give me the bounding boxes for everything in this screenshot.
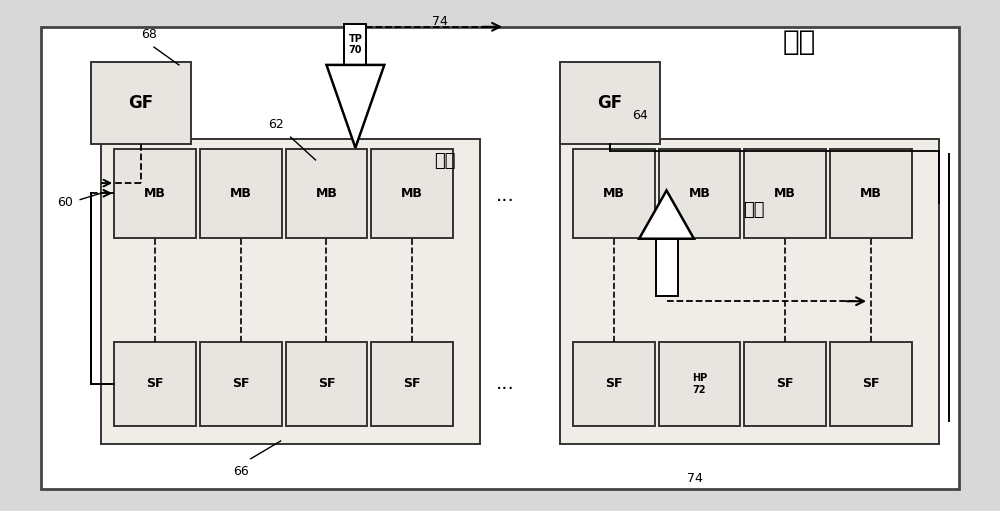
Text: TP
70: TP 70 xyxy=(348,34,362,55)
Text: MB: MB xyxy=(603,187,625,200)
Text: 74: 74 xyxy=(687,472,702,484)
Bar xyxy=(659,149,740,238)
Bar xyxy=(101,138,480,444)
Bar xyxy=(344,24,366,65)
Text: MB: MB xyxy=(689,187,710,200)
Polygon shape xyxy=(326,65,384,148)
Text: ...: ... xyxy=(496,374,514,393)
Text: MB: MB xyxy=(860,187,882,200)
Bar xyxy=(656,239,678,296)
Bar xyxy=(744,149,826,238)
Text: 66: 66 xyxy=(233,465,249,478)
Text: SF: SF xyxy=(862,377,880,390)
Text: 60: 60 xyxy=(57,196,73,208)
Text: 写入: 写入 xyxy=(434,152,456,171)
Bar xyxy=(286,342,367,426)
Bar xyxy=(371,342,453,426)
Bar xyxy=(371,149,453,238)
Bar xyxy=(830,342,912,426)
Bar xyxy=(200,342,282,426)
Text: GF: GF xyxy=(597,94,622,112)
Bar xyxy=(114,342,196,426)
Bar xyxy=(830,149,912,238)
Bar xyxy=(573,342,655,426)
Text: MB: MB xyxy=(144,187,166,200)
Bar xyxy=(560,62,660,144)
Text: 64: 64 xyxy=(632,109,647,122)
Text: SF: SF xyxy=(146,377,164,390)
Text: MB: MB xyxy=(230,187,252,200)
Text: MB: MB xyxy=(774,187,796,200)
Text: 分段: 分段 xyxy=(783,28,816,56)
Text: MB: MB xyxy=(316,187,337,200)
Text: MB: MB xyxy=(401,187,423,200)
Text: 74: 74 xyxy=(432,15,448,28)
Text: 68: 68 xyxy=(141,28,157,41)
Text: GF: GF xyxy=(128,94,154,112)
Bar xyxy=(573,149,655,238)
Bar xyxy=(659,342,740,426)
Text: 读取: 读取 xyxy=(744,201,765,219)
Bar xyxy=(91,62,191,144)
Text: 62: 62 xyxy=(268,118,284,131)
Bar xyxy=(560,138,939,444)
Polygon shape xyxy=(639,191,694,239)
Text: SF: SF xyxy=(318,377,335,390)
Bar xyxy=(200,149,282,238)
Text: HP
72: HP 72 xyxy=(692,373,707,394)
Text: SF: SF xyxy=(605,377,622,390)
Bar xyxy=(744,342,826,426)
Text: SF: SF xyxy=(403,377,421,390)
Text: SF: SF xyxy=(232,377,249,390)
Text: SF: SF xyxy=(776,377,794,390)
Bar xyxy=(114,149,196,238)
Text: ...: ... xyxy=(496,186,514,205)
Bar xyxy=(286,149,367,238)
